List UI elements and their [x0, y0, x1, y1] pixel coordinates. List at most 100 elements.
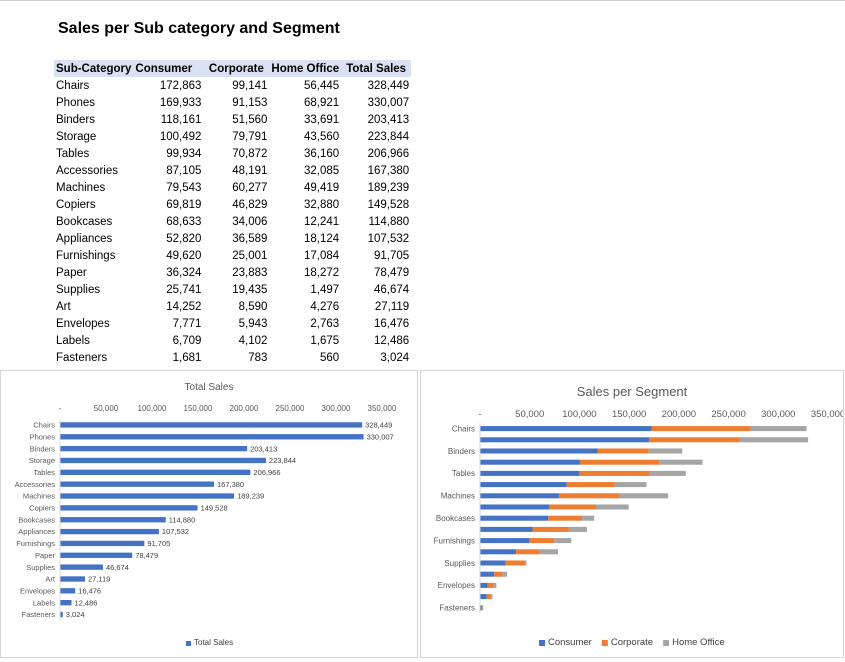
cell-value: 52,820 — [166, 232, 202, 245]
y-category-label: Bookcases — [18, 515, 55, 524]
sales-per-segment-chart: Sales per Segment - 50,000 100,000 150,000 20… — [434, 384, 845, 648]
bar-consumer — [480, 482, 567, 488]
y-category-label: Tables — [33, 468, 55, 477]
cell-value: 5,943 — [238, 317, 268, 330]
table-row: Fasteners 1,681 783 560 3,024 — [54, 349, 411, 366]
cell-sub-category: Labels — [56, 334, 90, 347]
cell-value: 36,324 — [166, 266, 202, 279]
cell-value: 49,620 — [166, 249, 202, 262]
bar-corporate — [597, 448, 649, 454]
bar-corporate — [532, 526, 569, 532]
bar-home-office — [619, 493, 669, 499]
y-category-label: Supplies — [444, 559, 475, 568]
cell-sub-category: Art — [56, 300, 71, 313]
bar-home-office — [554, 538, 572, 544]
table-row: Machines 79,543 60,277 49,419 189,239 — [54, 179, 411, 196]
bar-total-sales — [60, 517, 166, 523]
table-row: Copiers 69,819 46,829 32,880 149,528 — [54, 196, 411, 213]
cell-value: 107,532 — [367, 232, 410, 245]
cell-value: 68,921 — [303, 96, 340, 109]
table-row: Binders 118,161 51,560 33,691 203,413 — [54, 111, 411, 128]
cell-value: 70,872 — [232, 147, 268, 160]
bar-home-office — [750, 426, 807, 432]
bar-total-sales — [60, 528, 159, 535]
segment-chart-panel[interactable]: Sales per Segment - 50,000 100,000 150,000 20… — [420, 370, 845, 658]
data-label: 107,532 — [162, 527, 189, 536]
bar-corporate — [559, 493, 620, 499]
table-row: Accessories 87,105 48,191 32,085 167,380 — [54, 162, 411, 179]
table-row: Paper 36,324 23,883 18,272 78,479 — [54, 264, 411, 281]
bar-total-sales — [60, 493, 235, 499]
y-category-label: Fasteners — [22, 610, 56, 619]
cell-value: 4,102 — [238, 334, 268, 347]
data-label: 203,413 — [250, 444, 277, 453]
cell-value: 19,435 — [232, 283, 268, 296]
cell-sub-category: Copiers — [56, 198, 96, 211]
bar-corporate — [566, 482, 615, 488]
y-category-label: Furnishings — [434, 536, 475, 545]
header-sub-category: Sub-Category — [54, 60, 134, 77]
table-row: Envelopes 7,771 5,943 2,763 16,476 — [54, 315, 411, 332]
bar-total-sales — [60, 481, 214, 487]
cell-value: 100,492 — [159, 130, 202, 143]
cell-sub-category: Envelopes — [56, 317, 110, 330]
bar-consumer — [480, 526, 533, 532]
bar-total-sales — [60, 434, 364, 440]
cell-value: 79,543 — [166, 181, 202, 194]
cell-value: 223,844 — [367, 130, 410, 143]
cell-sub-category: Accessories — [56, 164, 118, 177]
y-category-label: Chairs — [452, 424, 475, 433]
y-category-label: Chairs — [33, 421, 55, 430]
top-border — [0, 0, 845, 1]
cell-sub-category: Storage — [56, 130, 97, 143]
cell-value: 330,007 — [367, 96, 410, 109]
cell-value: 69,819 — [166, 198, 202, 211]
cell-value: 49,419 — [303, 181, 340, 194]
bar-home-office — [493, 582, 497, 588]
legend-swatch — [186, 641, 191, 646]
total-sales-chart-panel[interactable]: Total Sales - 50,000 100,000 150,000 200,000 2… — [0, 370, 418, 658]
data-label: 328,449 — [365, 421, 392, 430]
cell-value: 25,001 — [232, 249, 268, 262]
bar-home-office — [659, 459, 703, 465]
bar-corporate — [529, 538, 555, 544]
cell-sub-category: Furnishings — [56, 249, 116, 262]
cell-value: 189,239 — [367, 181, 410, 194]
cell-value: 99,934 — [166, 147, 202, 160]
header-corporate: Corporate — [203, 60, 270, 77]
data-label: 189,239 — [237, 492, 264, 501]
cell-value: 32,880 — [303, 198, 340, 211]
cell-value: 7,771 — [172, 317, 202, 330]
y-category-label: Machines — [23, 492, 55, 501]
bar-corporate — [548, 515, 583, 521]
data-label: 27,119 — [88, 575, 110, 584]
cell-value: 118,161 — [160, 113, 202, 126]
cell-sub-category: Phones — [56, 96, 96, 109]
y-category-label: Machines — [441, 492, 475, 501]
bar-home-office — [502, 571, 507, 577]
x-tick-label: 100,000 — [562, 409, 596, 420]
bar-home-office — [482, 605, 484, 611]
cell-value: 36,160 — [303, 147, 340, 160]
bar-total-sales — [60, 505, 198, 511]
cell-value: 1,681 — [172, 351, 202, 364]
bar-consumer — [480, 549, 517, 555]
x-tick-label: 350,000 — [811, 409, 843, 420]
bar-home-office — [649, 470, 686, 476]
bar-corporate — [651, 426, 751, 432]
cell-value: 46,829 — [232, 198, 268, 211]
cell-value: 560 — [319, 351, 340, 364]
table-row: Bookcases 68,633 34,006 12,241 114,880 — [54, 213, 411, 230]
cell-value: 33,691 — [303, 113, 340, 126]
table-row: Appliances 52,820 36,589 18,124 107,532 — [54, 230, 411, 247]
cell-sub-category: Fasteners — [56, 351, 108, 364]
cell-value: 46,674 — [373, 283, 410, 296]
bar-total-sales — [60, 469, 251, 475]
data-label: 91,705 — [147, 539, 170, 548]
cell-value: 18,272 — [303, 266, 340, 279]
bar-consumer — [480, 605, 482, 611]
table-row: Phones 169,933 91,153 68,921 330,007 — [54, 94, 411, 111]
cell-value: 51,560 — [232, 113, 268, 126]
x-tick-label: 250,000 — [711, 409, 745, 420]
legend-label: Consumer — [548, 637, 592, 648]
